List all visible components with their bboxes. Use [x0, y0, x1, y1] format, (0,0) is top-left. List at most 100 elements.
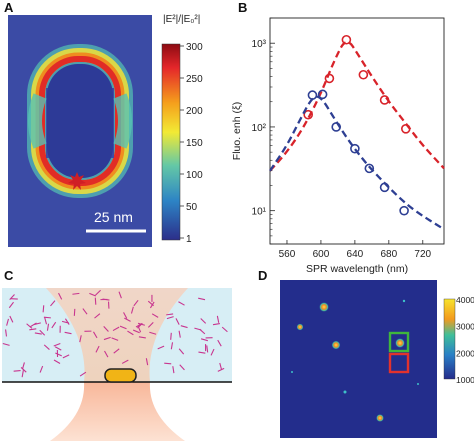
molecule	[149, 331, 157, 335]
colorbar-d-ticks: 4000 3000 2000 1000	[456, 295, 474, 385]
colorbar-a-tick-label: 300	[186, 42, 203, 53]
spot	[319, 302, 329, 312]
molecule	[39, 365, 44, 373]
molecule	[103, 336, 111, 341]
spot	[331, 340, 341, 350]
molecule	[216, 315, 220, 323]
molecule	[178, 301, 185, 306]
molecule	[119, 325, 127, 330]
molecule	[210, 348, 215, 356]
x-tick-label: 680	[380, 249, 397, 260]
molecule	[147, 322, 154, 328]
molecule	[112, 326, 120, 332]
data-point-series-1	[379, 95, 390, 105]
molecule	[180, 325, 188, 329]
molecule	[206, 345, 209, 353]
molecule	[219, 362, 223, 370]
data-point-series-2	[379, 182, 390, 193]
colorbar-a-tick-label: 150	[186, 138, 203, 149]
molecule	[20, 367, 27, 373]
molecule	[21, 370, 24, 378]
molecule	[166, 316, 174, 320]
molecule	[137, 325, 142, 333]
panel-c: C	[2, 268, 232, 441]
molecule	[72, 292, 80, 295]
focused-beam-top	[46, 288, 188, 382]
molecule	[9, 294, 15, 301]
molecule	[200, 338, 209, 342]
molecule	[51, 321, 57, 329]
colorbar-a-ticks: 300 250 200 150 100 50 1	[180, 42, 203, 245]
panel-d-label: D	[258, 268, 267, 283]
molecule	[34, 332, 42, 335]
molecule	[179, 364, 185, 371]
molecule	[138, 336, 146, 339]
molecule	[149, 301, 155, 309]
field-map-nanorod	[27, 44, 133, 198]
molecule	[44, 317, 48, 325]
colorbar-d-tick-label: 2000	[456, 348, 474, 358]
panel-c-label: C	[4, 268, 14, 283]
fit-line-series-2	[269, 95, 445, 231]
molecule	[64, 318, 70, 325]
panel-b-label: B	[238, 0, 247, 15]
molecule	[93, 331, 98, 339]
colorbar-d-tick-label: 4000	[456, 295, 474, 305]
data-point-series-1	[358, 69, 369, 80]
y-tick-label: 10¹	[252, 207, 267, 218]
molecule	[79, 371, 87, 377]
scale-bar-label: 25 nm	[94, 209, 133, 225]
selection-box-green	[388, 331, 410, 353]
molecule	[130, 306, 134, 314]
molecule	[58, 292, 63, 300]
y-tick-label: 10²	[252, 123, 267, 134]
molecule	[50, 300, 56, 307]
molecule	[42, 305, 45, 313]
spot	[291, 371, 293, 373]
molecule	[166, 313, 174, 316]
colorbar-a	[161, 43, 181, 241]
spot	[395, 338, 405, 348]
data-point-series-2	[317, 89, 328, 100]
gold-nanorod	[104, 368, 137, 383]
molecule	[21, 362, 25, 370]
x-tick-label: 720	[414, 249, 431, 260]
molecule	[212, 322, 220, 326]
enhancement-chart: 560 600 640 680 720 10¹ 10² 10³ SPR wavelength (…	[231, 17, 445, 275]
spot	[296, 323, 304, 331]
molecule	[8, 301, 14, 309]
panel-a: A 25 nm |E²|/|E₀²| 300 250 200 150 100 50 1	[4, 0, 203, 247]
molecule	[111, 337, 119, 341]
molecule	[221, 326, 228, 333]
data-point-series-2	[331, 122, 342, 132]
molecule	[46, 323, 50, 331]
molecule	[5, 329, 8, 337]
data-point-series-1	[341, 34, 352, 45]
molecule	[30, 322, 37, 328]
molecule	[113, 348, 120, 354]
molecule	[164, 362, 172, 365]
molecule	[198, 351, 206, 354]
molecule	[103, 325, 109, 332]
molecule	[95, 345, 100, 353]
molecule	[124, 317, 131, 322]
panel-b: B 560 600 640 680 720 10¹ 10² 10³ SPR wavelength…	[231, 0, 445, 275]
molecule	[53, 343, 61, 347]
x-tick-label: 560	[279, 249, 296, 260]
molecule	[200, 318, 207, 324]
fit-line-series-1	[269, 41, 445, 172]
molecule	[175, 318, 180, 325]
molecule	[217, 367, 225, 372]
molecule	[54, 346, 62, 351]
molecule	[145, 358, 149, 366]
fluorescence-spots	[291, 299, 419, 422]
x-tick-label: 640	[347, 249, 364, 260]
molecule	[53, 359, 61, 365]
molecule	[26, 323, 33, 329]
colorbar-a-tick-label: 250	[186, 74, 203, 85]
molecule	[29, 328, 37, 331]
molecule	[198, 297, 206, 301]
molecule	[64, 331, 72, 335]
colorbar-a-title: |E²|/|E₀²|	[163, 14, 200, 25]
data-point-series-1	[401, 124, 411, 134]
